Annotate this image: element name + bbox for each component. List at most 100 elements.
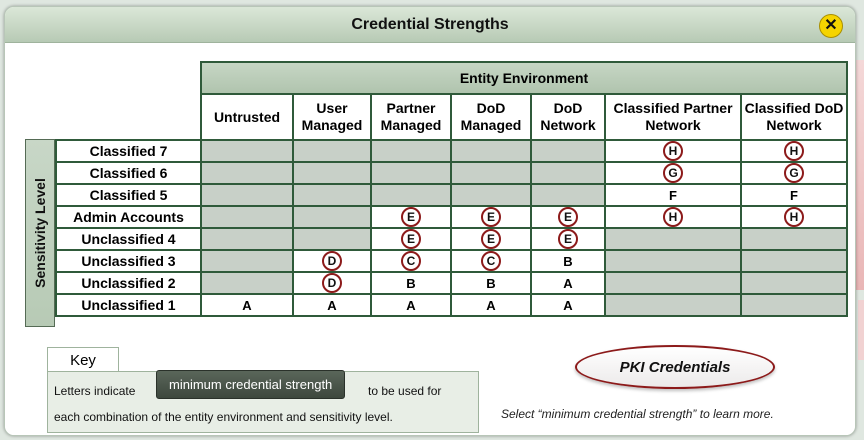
table-row: Classified 5 F F xyxy=(55,183,848,207)
table-cell xyxy=(200,227,294,251)
table-cell xyxy=(292,139,372,163)
table-cell xyxy=(450,183,532,207)
table-cell: B xyxy=(370,271,452,295)
table-cell: E xyxy=(530,227,606,251)
table-cell xyxy=(604,249,742,273)
row-header: Classified 6 xyxy=(55,161,202,185)
minimum-credential-strength-button[interactable]: minimum credential strength xyxy=(156,370,346,399)
table-row: Classified 6 G G xyxy=(55,161,848,185)
circled-strength-marker: E xyxy=(481,207,501,227)
table-cell xyxy=(200,249,294,273)
strength-value: B xyxy=(406,275,416,291)
strength-value: B xyxy=(563,253,573,269)
entity-environment-header: Entity Environment xyxy=(200,61,848,95)
strength-value: F xyxy=(669,187,677,203)
key-text-post: to be used for xyxy=(368,384,442,398)
table-cell xyxy=(292,183,372,207)
key-text-line2: each combination of the entity environme… xyxy=(54,410,393,424)
table-cell xyxy=(292,161,372,185)
strength-value: A xyxy=(486,297,496,313)
table-cell: F xyxy=(740,183,848,207)
table-cell: A xyxy=(370,293,452,317)
table-row: Unclassified 2 D B B A xyxy=(55,271,848,295)
background-decoration xyxy=(858,300,864,360)
circled-strength-marker: H xyxy=(784,141,804,161)
table-cell: A xyxy=(530,271,606,295)
column-header: Untrusted xyxy=(200,93,294,141)
table-cell: E xyxy=(370,205,452,229)
pki-credentials-button[interactable]: PKI Credentials xyxy=(575,345,775,389)
sensitivity-level-label: Sensitivity Level xyxy=(25,139,55,327)
table-cell xyxy=(200,183,294,207)
close-icon[interactable]: ✕ xyxy=(819,14,843,38)
column-header: User Managed xyxy=(292,93,372,141)
dialog-title: Credential Strengths xyxy=(351,15,509,33)
table-row: Admin Accounts E E E H H xyxy=(55,205,848,229)
circled-strength-marker: C xyxy=(401,251,421,271)
table-cell xyxy=(740,293,848,317)
table-cell xyxy=(530,139,606,163)
circled-strength-marker: G xyxy=(663,163,683,183)
table-cell: D xyxy=(292,271,372,295)
key-panel: Letters indicate minimum credential stre… xyxy=(47,370,479,433)
table-cell: C xyxy=(370,249,452,273)
circled-strength-marker: H xyxy=(784,207,804,227)
table-cell: G xyxy=(604,161,742,185)
strength-value: A xyxy=(327,297,337,313)
dialog-content: Sensitivity Level Entity Environment Unt… xyxy=(5,43,855,435)
row-header: Classified 7 xyxy=(55,139,202,163)
circled-strength-marker: G xyxy=(784,163,804,183)
circled-strength-marker: E xyxy=(401,229,421,249)
table-cell: H xyxy=(740,139,848,163)
table-cell: A xyxy=(200,293,294,317)
strength-value: B xyxy=(486,275,496,291)
row-header: Unclassified 4 xyxy=(55,227,202,251)
strength-value: A xyxy=(563,275,573,291)
table-cell xyxy=(740,227,848,251)
hint-text: Select “minimum credential strength” to … xyxy=(501,407,774,421)
table-cell: G xyxy=(740,161,848,185)
circled-strength-marker: E xyxy=(558,229,578,249)
column-header: DoD Managed xyxy=(450,93,532,141)
strength-value: A xyxy=(563,297,573,313)
column-header: Classified Partner Network xyxy=(604,93,742,141)
row-header: Unclassified 2 xyxy=(55,271,202,295)
table-cell: C xyxy=(450,249,532,273)
circled-strength-marker: D xyxy=(322,251,342,271)
row-header: Unclassified 1 xyxy=(55,293,202,317)
table-cell xyxy=(604,271,742,295)
table-cell: B xyxy=(530,249,606,273)
table-cell xyxy=(370,139,452,163)
table-cell xyxy=(604,293,742,317)
column-header: DoD Network xyxy=(530,93,606,141)
table-cell xyxy=(200,139,294,163)
credential-strengths-dialog: Credential Strengths ✕ Sensitivity Level… xyxy=(4,6,856,436)
table-cell xyxy=(740,249,848,273)
table-cell: H xyxy=(740,205,848,229)
table-cell xyxy=(450,161,532,185)
table-cell xyxy=(740,271,848,295)
row-header: Classified 5 xyxy=(55,183,202,207)
table-cell xyxy=(370,161,452,185)
credential-strength-table: Entity Environment Untrusted User Managed… xyxy=(55,61,848,317)
circled-strength-marker: C xyxy=(481,251,501,271)
circled-strength-marker: E xyxy=(401,207,421,227)
strength-value: F xyxy=(790,187,798,203)
table-cell: E xyxy=(450,205,532,229)
table-cell xyxy=(200,271,294,295)
table-cell: A xyxy=(450,293,532,317)
table-cell: E xyxy=(450,227,532,251)
table-row: Unclassified 4 E E E xyxy=(55,227,848,251)
strength-value: A xyxy=(242,297,252,313)
table-cell: H xyxy=(604,139,742,163)
circled-strength-marker: E xyxy=(558,207,578,227)
table-cell xyxy=(200,205,294,229)
circled-strength-marker: E xyxy=(481,229,501,249)
column-header: Classified DoD Network xyxy=(740,93,848,141)
row-header: Admin Accounts xyxy=(55,205,202,229)
circled-strength-marker: H xyxy=(663,141,683,161)
table-cell: F xyxy=(604,183,742,207)
table-row: Unclassified 3 D C C B xyxy=(55,249,848,273)
table-cell xyxy=(450,139,532,163)
table-cell xyxy=(370,183,452,207)
